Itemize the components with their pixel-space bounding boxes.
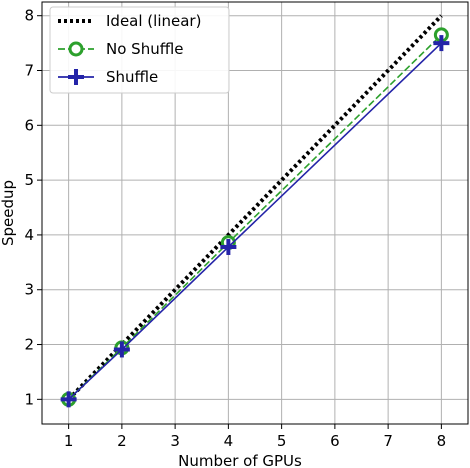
x-tick-label: 6	[330, 432, 340, 450]
legend-label-no-shuffle: No Shuffle	[106, 40, 183, 58]
y-axis-label: Speedup	[0, 180, 17, 246]
y-tick-label: 6	[24, 116, 34, 134]
x-tick-label: 3	[170, 432, 180, 450]
axes-border	[41, 1, 469, 425]
y-tick-label: 5	[24, 171, 34, 189]
legend-box	[49, 6, 230, 94]
axes-frame	[41, 1, 469, 425]
x-tick-label: 7	[383, 432, 393, 450]
y-tick-label: 3	[24, 281, 34, 299]
data-point-shuffle	[220, 238, 237, 255]
x-tick-label: 1	[64, 432, 74, 450]
legend-label-shuffle: Shuffle	[106, 68, 158, 86]
x-tick-label: 2	[117, 432, 127, 450]
data-point-shuffle	[433, 35, 450, 52]
data-point-shuffle	[113, 341, 130, 358]
series-layer	[60, 14, 450, 408]
x-tick-label: 4	[224, 432, 234, 450]
series-line-shuffle	[68, 42, 442, 400]
y-tick-label: 8	[24, 7, 34, 25]
series-line-no-shuffle	[68, 34, 442, 400]
ticks: 1 2 3 4 5 6 7 8 1 2 3 4 5 6 7 8	[24, 7, 446, 450]
x-tick-label: 5	[277, 432, 287, 450]
legend-label-ideal-linear: Ideal (linear)	[106, 12, 201, 30]
data-point-shuffle	[60, 391, 77, 408]
y-tick-label: 7	[24, 62, 34, 80]
y-tick-label: 4	[24, 226, 34, 244]
grid	[42, 2, 468, 424]
series-line-ideal-linear	[67, 14, 443, 401]
y-tick-label: 1	[24, 390, 34, 408]
legend-marker-shuffle	[68, 69, 84, 85]
legend-marker-no-shuffle	[68, 41, 84, 57]
x-tick-label: 8	[437, 432, 447, 450]
y-tick-label: 2	[24, 336, 34, 354]
legend: Ideal (linear) No Shuffle Shuffle	[49, 6, 230, 94]
x-axis-label: Number of GPUs	[178, 452, 302, 468]
